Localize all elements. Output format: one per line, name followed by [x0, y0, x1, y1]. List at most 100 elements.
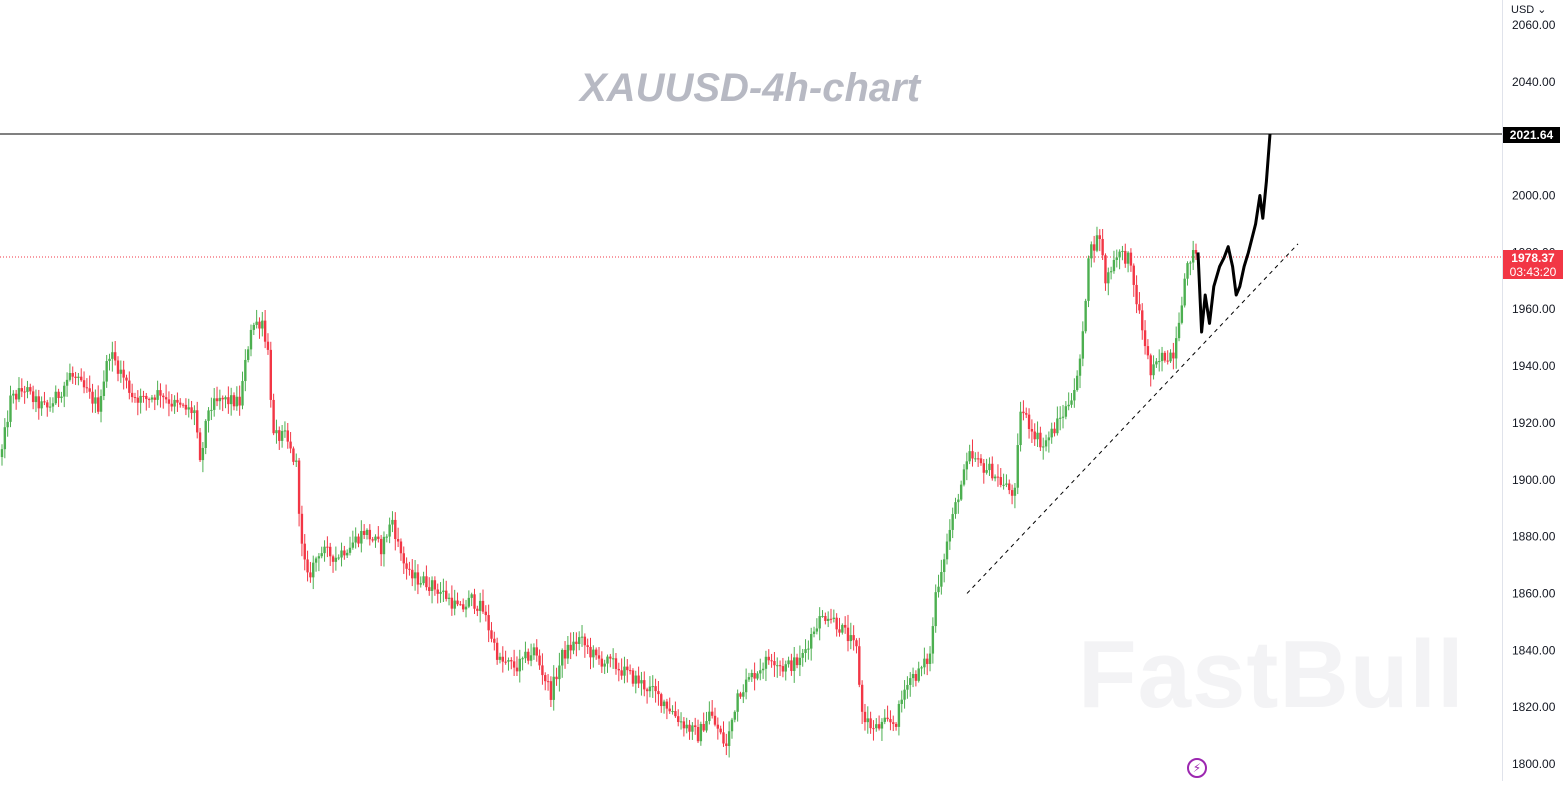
candle-body [917, 668, 920, 681]
candle-body [835, 617, 838, 630]
candle-body [552, 676, 555, 700]
candle-body [3, 427, 7, 450]
candle-body [965, 461, 969, 470]
candle-body [872, 728, 875, 730]
candle-body [787, 660, 790, 665]
candle-body [34, 396, 38, 403]
candle-body [609, 656, 612, 659]
candle-body [26, 387, 29, 392]
candle-body [20, 388, 24, 392]
candle-body [541, 665, 544, 676]
candle-body [679, 721, 683, 723]
candle-body [419, 583, 422, 585]
candle-body [1186, 263, 1189, 279]
lightning-icon[interactable]: ⚡ [1187, 758, 1207, 778]
candle-body [940, 572, 943, 587]
candle-body [710, 711, 714, 716]
candle-body [558, 665, 561, 680]
candle-body [521, 658, 524, 660]
candle-body [968, 451, 971, 462]
candle-body [770, 660, 773, 662]
candle-body [461, 604, 465, 610]
price-tick-label: 2060.00 [1512, 18, 1556, 32]
candle-body [651, 686, 654, 688]
candle-body [60, 396, 63, 399]
currency-selector[interactable]: USD ⌄ [1511, 3, 1547, 16]
candle-body [312, 562, 315, 578]
candle-body [747, 677, 751, 680]
candle-body [637, 675, 640, 684]
candle-body [48, 406, 52, 408]
candle-body [501, 656, 505, 662]
chevron-down-icon: ⌄ [1534, 4, 1547, 16]
candle-body [102, 381, 106, 397]
candle-body [798, 657, 802, 666]
candle-body [1155, 361, 1158, 365]
candle-body [193, 410, 196, 414]
candle-body [227, 397, 230, 405]
candle-body [773, 661, 776, 666]
candle-body [611, 658, 615, 660]
candle-body [524, 651, 527, 659]
candle-body [1191, 250, 1195, 263]
candle-body [442, 590, 445, 592]
candle-body [510, 660, 513, 662]
candle-body [1067, 404, 1070, 407]
candle-body [1013, 487, 1017, 496]
candle-body [577, 637, 581, 644]
candle-body [1177, 322, 1181, 339]
candle-body [173, 399, 176, 407]
candle-body [1112, 259, 1116, 272]
candle-body [85, 387, 89, 389]
forecast-path [1196, 133, 1272, 334]
candle-body [29, 387, 32, 392]
candle-body [476, 608, 479, 611]
candle-body [1143, 330, 1147, 347]
candle-body [1107, 272, 1110, 284]
candle-body [781, 666, 785, 672]
price-tick-label: 1860.00 [1512, 586, 1556, 600]
candle-body [1022, 411, 1025, 414]
candle-body [926, 658, 929, 664]
candle-body [345, 552, 349, 556]
candle-body [586, 645, 589, 647]
candle-body [620, 670, 623, 676]
candle-body [323, 546, 326, 554]
candle-body [159, 390, 162, 396]
candle-body [1138, 304, 1141, 311]
candle-body [360, 530, 363, 544]
candle-body [906, 684, 909, 690]
candle-body [1160, 352, 1164, 362]
candle-body [688, 724, 691, 732]
candle-body [815, 628, 819, 632]
candle-body [252, 324, 256, 330]
candle-body [184, 404, 188, 410]
candle-body [14, 393, 18, 400]
candle-body [976, 458, 980, 460]
candle-body [229, 395, 233, 405]
candle-body [546, 681, 550, 683]
candle-body [759, 670, 762, 674]
candle-body [1025, 413, 1028, 415]
candle-body [696, 727, 700, 742]
candle-body [71, 372, 74, 377]
candle-body [377, 536, 380, 539]
candle-body [150, 397, 154, 400]
candle-body [877, 724, 881, 729]
candle-body [1084, 300, 1087, 332]
candle-body [1146, 346, 1150, 356]
candle-body [594, 649, 598, 656]
candle-body [1180, 305, 1184, 323]
candle-body [818, 616, 821, 629]
candle-body [529, 655, 533, 661]
candle-body [334, 557, 338, 562]
candle-body [447, 597, 451, 599]
candle-body [266, 341, 270, 350]
candle-body [900, 699, 903, 704]
candle-body [1194, 250, 1198, 254]
candle-body [297, 460, 301, 514]
candle-body [829, 618, 833, 620]
candle-body [843, 624, 847, 628]
